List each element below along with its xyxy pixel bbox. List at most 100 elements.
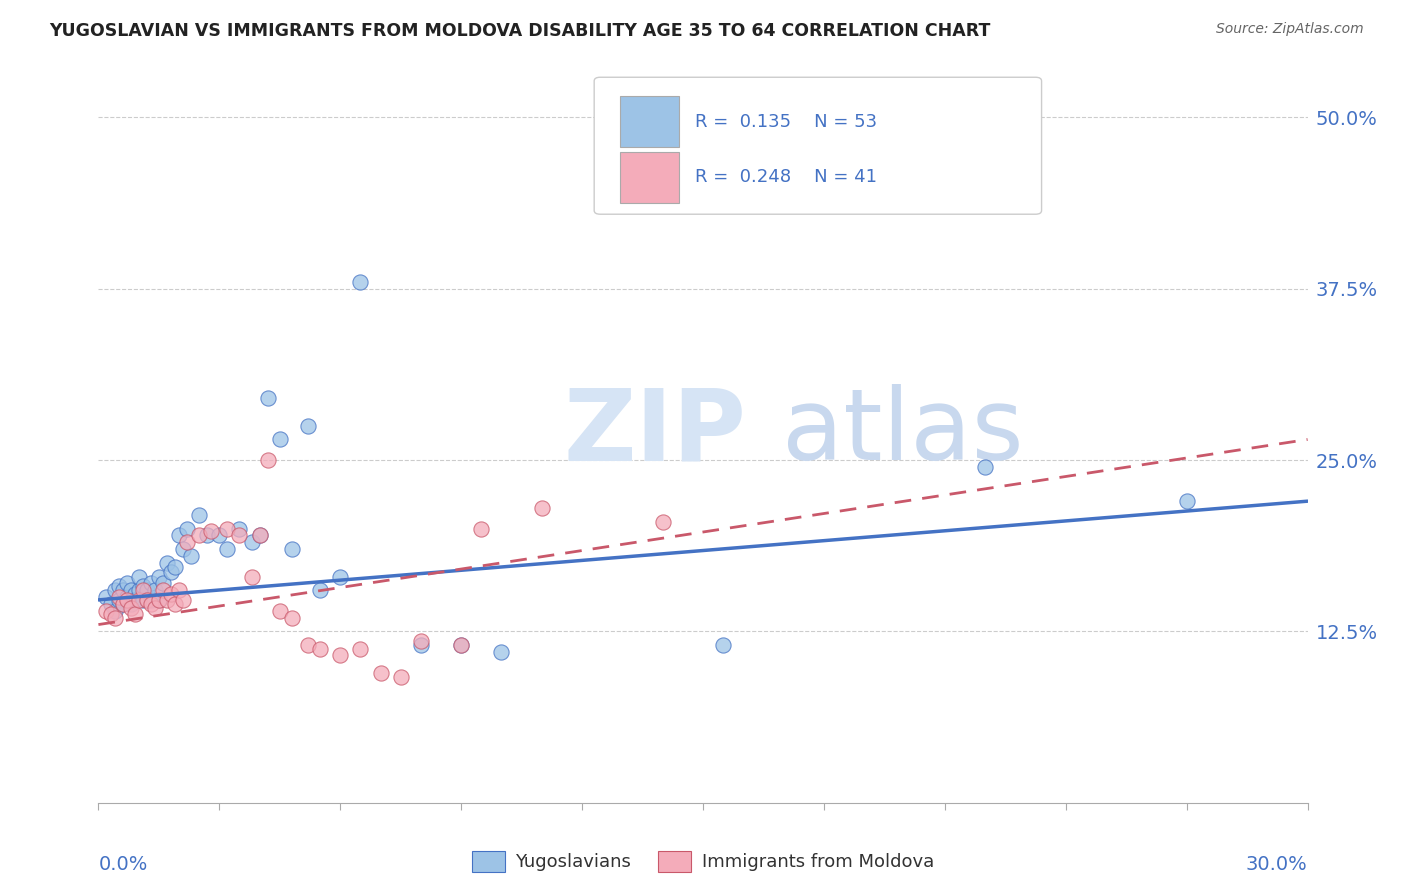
Point (132, 579, 155, 593)
Point (128, 593, 150, 607)
Point (107, 579, 129, 593)
Point (450, 638, 472, 652)
Point (163, 560, 186, 574)
Text: 0.0%: 0.0% (98, 855, 148, 873)
Point (111, 597, 134, 611)
Point (148, 569, 170, 583)
Point (143, 601, 166, 615)
Point (139, 576, 162, 591)
Point (96, 604, 118, 618)
Point (309, 583, 332, 598)
Point (96, 590, 118, 604)
Point (370, 665, 392, 680)
Point (240, 535, 263, 549)
Point (107, 593, 129, 607)
Point (176, 535, 198, 549)
Point (115, 593, 138, 607)
Point (103, 610, 125, 624)
FancyBboxPatch shape (620, 152, 679, 202)
Point (135, 593, 157, 607)
Point (180, 549, 202, 563)
Point (156, 593, 179, 607)
Point (124, 587, 146, 601)
Point (167, 583, 190, 598)
Point (132, 593, 155, 607)
Text: atlas: atlas (782, 384, 1024, 481)
FancyBboxPatch shape (620, 96, 679, 147)
Point (139, 597, 162, 611)
Text: ZIP: ZIP (564, 384, 747, 481)
Point (217, 542, 239, 557)
Point (200, 524, 222, 539)
Point (120, 601, 142, 615)
Point (111, 597, 134, 611)
Point (228, 522, 250, 536)
Point (208, 528, 231, 542)
Point (148, 593, 170, 607)
Point (651, 515, 673, 529)
Point (135, 583, 157, 598)
Point (349, 275, 371, 289)
Point (249, 528, 271, 542)
Point (115, 576, 138, 591)
Point (329, 648, 352, 662)
Point (249, 528, 271, 542)
Point (974, 459, 997, 474)
Point (100, 597, 122, 611)
Point (530, 501, 553, 516)
Point (281, 610, 304, 624)
Point (163, 597, 186, 611)
Text: R =  0.135    N = 53: R = 0.135 N = 53 (695, 112, 877, 130)
Point (491, 645, 513, 659)
Point (172, 593, 194, 607)
Point (160, 587, 183, 601)
Point (107, 590, 129, 604)
Point (124, 607, 146, 621)
Point (349, 642, 371, 657)
Point (115, 590, 138, 604)
Point (152, 583, 174, 598)
Point (240, 569, 263, 583)
Point (120, 597, 142, 611)
Point (103, 604, 125, 618)
Point (409, 638, 432, 652)
Point (103, 583, 125, 598)
Point (711, 638, 734, 652)
Point (256, 392, 278, 406)
Point (195, 528, 218, 542)
Point (409, 634, 432, 648)
Point (217, 522, 239, 536)
Point (124, 593, 146, 607)
Point (269, 433, 291, 447)
Point (176, 522, 198, 536)
Point (172, 542, 194, 557)
Text: Source: ZipAtlas.com: Source: ZipAtlas.com (1216, 22, 1364, 37)
Point (100, 607, 122, 621)
Point (188, 508, 211, 522)
Text: R =  0.248    N = 41: R = 0.248 N = 41 (695, 169, 876, 186)
Point (148, 593, 170, 607)
Point (167, 528, 190, 542)
Point (256, 453, 278, 467)
Point (156, 556, 179, 570)
Text: YUGOSLAVIAN VS IMMIGRANTS FROM MOLDOVA DISABILITY AGE 35 TO 64 CORRELATION CHART: YUGOSLAVIAN VS IMMIGRANTS FROM MOLDOVA D… (49, 22, 991, 40)
Point (309, 642, 332, 657)
Point (281, 542, 304, 557)
Point (389, 670, 412, 684)
Point (128, 583, 150, 598)
Point (228, 528, 250, 542)
FancyBboxPatch shape (595, 78, 1042, 214)
Text: 30.0%: 30.0% (1246, 855, 1308, 873)
Point (297, 418, 319, 433)
Point (188, 528, 211, 542)
Point (132, 583, 155, 598)
Point (329, 569, 352, 583)
Point (139, 593, 162, 607)
Point (120, 583, 142, 598)
Point (152, 576, 174, 591)
Point (1175, 494, 1198, 508)
Point (160, 566, 183, 580)
Legend: Yugoslavians, Immigrants from Moldova: Yugoslavians, Immigrants from Moldova (465, 844, 941, 879)
Point (269, 604, 291, 618)
Point (135, 593, 157, 607)
